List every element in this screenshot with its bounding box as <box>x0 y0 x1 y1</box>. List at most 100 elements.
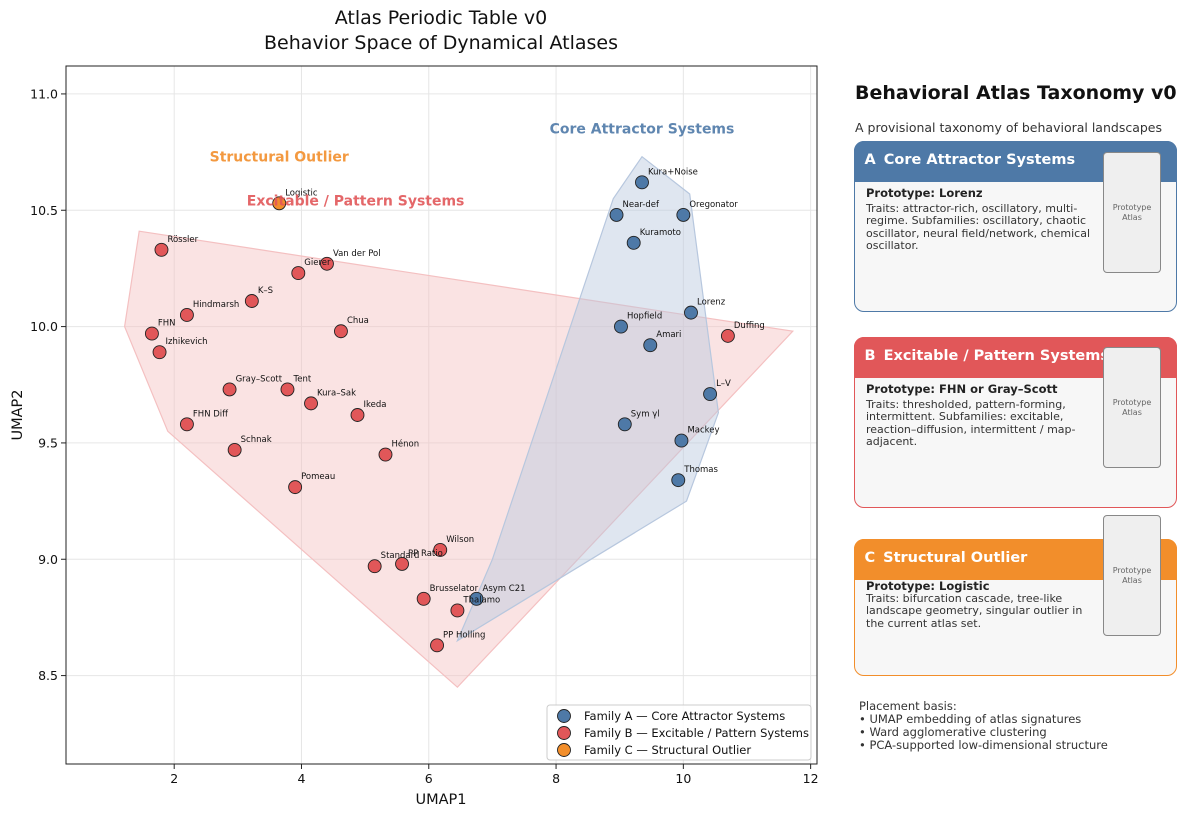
x-tick-label: 8 <box>552 771 560 786</box>
point-family-b <box>319 256 334 271</box>
point-label: Sym γl <box>631 409 660 419</box>
point-label: Tent <box>292 374 311 384</box>
point-family-a <box>469 591 484 606</box>
point-label: Near-def <box>623 200 660 210</box>
prototype-atlas-thumbnail: Prototype Atlas <box>1103 347 1161 468</box>
y-tick-label: 9.0 <box>38 552 58 567</box>
point-family-a <box>614 319 628 334</box>
point-family-a <box>674 433 689 448</box>
legend-marker <box>557 743 571 757</box>
axes: 2 4 6 8 10 12 8.5 9.0 9.5 10.0 10.5 11.0 <box>30 86 818 786</box>
prototype-label: Prototype: FHN or Gray–Scott <box>866 382 1058 396</box>
family-description: Traits: bifurcation cascade, tree-like l… <box>866 591 1083 630</box>
placement-basis-title: Placement basis: <box>859 699 957 713</box>
family-name: Core Attractor Systems <box>883 151 1076 168</box>
hull-family-a <box>456 155 720 643</box>
region-label-family-b: Excitable / Pattern Systems <box>247 194 465 210</box>
point-label: K–S <box>258 286 273 296</box>
point-label: Izhikevich <box>166 337 208 347</box>
family-card-body: Prototype: Lorenz Traits: attractor-rich… <box>866 187 1096 253</box>
point-label: Schnak <box>241 435 272 445</box>
point-family-a <box>671 473 686 488</box>
family-name: Structural Outlier <box>883 549 1028 566</box>
scatter-chart: Atlas Periodic Table v0 Behavior Space o… <box>10 7 819 808</box>
family-hulls <box>123 155 795 689</box>
point-family-b <box>720 328 735 343</box>
family-description: Traits: thresholded, pattern-forming, in… <box>866 397 1076 448</box>
point-label: Hindmarsh <box>193 300 239 310</box>
point-family-b <box>244 294 259 308</box>
placement-basis-item: • Ward agglomerative clustering <box>859 725 1047 739</box>
point-label: Lorenz <box>697 298 726 308</box>
point-family-b <box>450 603 465 618</box>
point-family-a <box>676 207 691 222</box>
point-family-b <box>144 326 159 341</box>
prototype-label: Prototype: Lorenz <box>866 186 983 200</box>
point-family-b <box>416 591 431 606</box>
point-label: Kura–Sak <box>317 388 356 398</box>
family-name: Excitable / Pattern Systems <box>883 347 1109 364</box>
family-letter: C <box>864 549 876 566</box>
family-letter: A <box>864 151 876 168</box>
legend-entry: Family A — Core Attractor Systems <box>584 709 785 723</box>
legend-entry: Family B — Excitable / Pattern Systems <box>584 726 809 740</box>
point-label: Chua <box>347 316 369 326</box>
plot-frame <box>65 65 818 765</box>
point-family-b <box>304 396 318 411</box>
placement-basis-list: • UMAP embedding of atlas signatures • W… <box>859 713 1108 752</box>
point-family-b <box>291 266 306 281</box>
point-label: Hénon <box>391 439 419 450</box>
point-family-b <box>152 345 167 360</box>
family-card-c: C Structural Outlier Prototype: Logistic … <box>853 515 1177 676</box>
point-label: FHN <box>158 319 176 329</box>
point-label: Asym C21 <box>483 584 526 594</box>
point-family-a <box>703 387 718 402</box>
point-family-b <box>430 638 444 653</box>
point-label: Ikeda <box>363 400 386 410</box>
point-label: Kura+Noise <box>648 167 698 177</box>
point-family-b <box>378 447 393 462</box>
legend-box <box>546 704 812 761</box>
prototype-atlas-thumbnail: Prototype Atlas <box>1103 515 1161 636</box>
point-label: Van der Pol <box>333 249 381 259</box>
point-family-b <box>179 417 194 432</box>
point-label: Brusselator <box>430 584 479 594</box>
point-label: Pomeau <box>301 472 335 482</box>
point-label: Kuramoto <box>640 228 681 238</box>
point-family-b <box>288 480 303 495</box>
family-letter: B <box>864 347 876 364</box>
region-label-family-a: Core Attractor Systems <box>550 121 735 137</box>
point-family-b <box>350 408 365 422</box>
placement-basis-item: • PCA-supported low-dimensional structur… <box>859 738 1108 752</box>
point-label: Oregonator <box>689 200 738 210</box>
point-label: Amari <box>656 330 681 340</box>
point-label: Duffing <box>734 321 765 331</box>
taxonomy-title: Behavioral Atlas Taxonomy v0 <box>855 82 1177 104</box>
point-family-b <box>179 308 194 322</box>
hull-family-b <box>123 230 795 689</box>
family-card-body: Prototype: FHN or Gray–Scott Traits: thr… <box>866 383 1096 449</box>
point-label: Mackey <box>687 426 719 436</box>
placement-basis-item: • UMAP embedding of atlas signatures <box>859 712 1082 726</box>
prototype-label: Prototype: Logistic <box>866 579 990 593</box>
x-tick-label: 4 <box>298 771 306 786</box>
point-family-c <box>272 196 287 211</box>
point-label: Standard <box>381 551 420 561</box>
y-tick-label: 9.5 <box>38 435 58 450</box>
point-label: Gierer <box>304 258 331 268</box>
legend-entry: Family C — Structural Outlier <box>584 743 751 757</box>
point-family-a <box>635 175 649 190</box>
point-label: Hopfield <box>627 312 662 322</box>
point-family-a <box>643 338 658 353</box>
chart-title: Atlas Periodic Table v0 <box>335 7 548 29</box>
y-tick-label: 11.0 <box>30 86 58 101</box>
placement-basis: Placement basis: • UMAP embedding of atl… <box>859 700 1108 752</box>
point-family-b <box>227 442 242 457</box>
family-description: Traits: attractor-rich, oscillatory, mul… <box>866 201 1091 252</box>
legend-marker <box>557 709 571 723</box>
grid-lines <box>66 66 817 764</box>
x-tick-label: 6 <box>425 771 433 786</box>
point-family-b <box>222 382 237 397</box>
legend-marker <box>557 726 571 740</box>
point-family-b <box>333 324 348 339</box>
